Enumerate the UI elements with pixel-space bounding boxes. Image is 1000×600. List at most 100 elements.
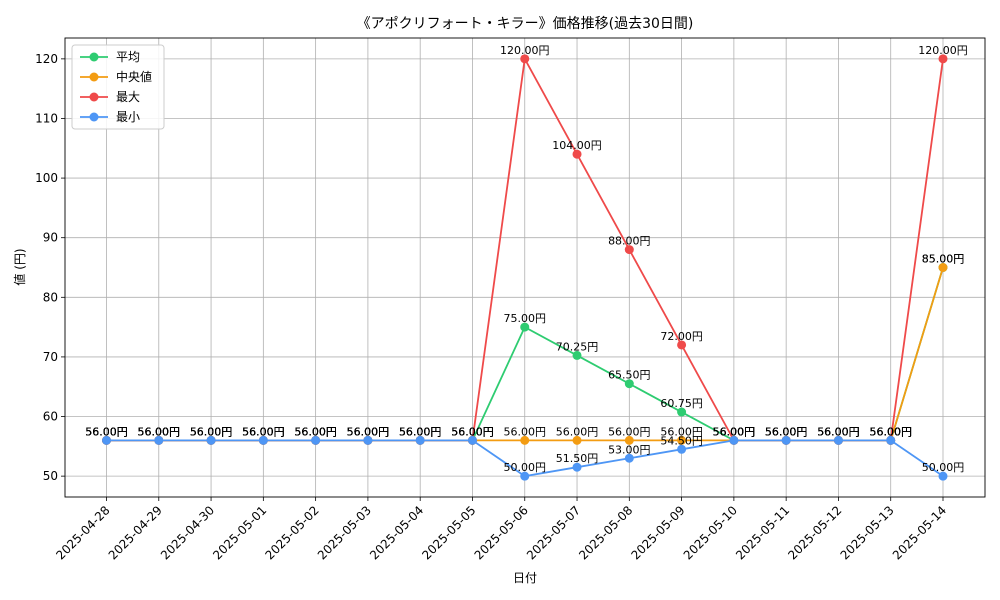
data-label: 56.00円 xyxy=(190,425,233,438)
y-tick-label: 80 xyxy=(43,290,58,304)
data-label: 56.00円 xyxy=(869,425,912,438)
data-label: 120.00円 xyxy=(918,44,968,57)
data-label: 56.00円 xyxy=(347,425,390,438)
data-label: 56.00円 xyxy=(869,425,912,438)
data-point xyxy=(833,435,843,445)
data-label: 56.00円 xyxy=(451,425,494,438)
data-label: 56.00円 xyxy=(765,425,808,438)
data-point xyxy=(154,435,164,445)
data-point xyxy=(258,435,268,445)
data-point xyxy=(624,245,634,255)
data-point xyxy=(572,149,582,159)
data-label: 56.00円 xyxy=(294,425,337,438)
x-tick-label: 2025-05-02 xyxy=(263,503,322,562)
data-label: 56.00円 xyxy=(399,425,442,438)
data-label: 85.00円 xyxy=(922,253,965,266)
data-label: 75.00円 xyxy=(504,312,547,325)
data-label: 56.00円 xyxy=(347,425,390,438)
data-label: 56.00円 xyxy=(399,425,442,438)
data-label: 56.00円 xyxy=(399,425,442,438)
data-label: 56.00円 xyxy=(85,425,128,438)
y-tick-label: 100 xyxy=(35,171,58,185)
data-label: 56.00円 xyxy=(765,425,808,438)
data-label: 56.00円 xyxy=(869,425,912,438)
data-label: 65.50円 xyxy=(608,369,651,382)
data-label: 56.00円 xyxy=(138,425,181,438)
x-tick-label: 2025-05-11 xyxy=(733,503,792,562)
data-label: 56.00円 xyxy=(451,425,494,438)
data-label: 56.00円 xyxy=(817,425,860,438)
x-tick-label: 2025-04-29 xyxy=(106,503,165,562)
data-label: 56.00円 xyxy=(190,425,233,438)
data-point xyxy=(102,435,111,445)
data-label: 104.00円 xyxy=(552,139,602,152)
data-label: 53.00円 xyxy=(608,443,651,456)
x-tick-label: 2025-05-10 xyxy=(681,503,740,562)
data-point xyxy=(572,435,582,445)
data-point xyxy=(938,263,948,272)
data-label: 88.00円 xyxy=(608,235,651,248)
x-tick-label: 2025-05-05 xyxy=(419,503,478,562)
x-axis-title: 日付 xyxy=(513,571,537,585)
data-label: 56.00円 xyxy=(713,425,756,438)
data-point xyxy=(729,435,739,445)
data-label: 56.00円 xyxy=(294,425,337,438)
data-label: 50.00円 xyxy=(504,461,547,474)
data-point xyxy=(938,471,948,481)
y-tick-label: 60 xyxy=(43,410,58,424)
data-label: 70.25円 xyxy=(556,340,599,353)
plot-frame xyxy=(64,37,986,498)
data-point xyxy=(624,435,634,445)
data-label: 56.00円 xyxy=(660,425,703,438)
data-label: 56.00円 xyxy=(556,425,599,438)
y-tick-label: 70 xyxy=(43,350,58,364)
data-point xyxy=(677,340,687,350)
data-point xyxy=(938,54,948,64)
data-point xyxy=(624,453,634,463)
data-point xyxy=(415,435,425,445)
data-point xyxy=(781,435,791,445)
data-label: 56.00円 xyxy=(138,425,181,438)
x-tick-label: 2025-05-03 xyxy=(315,503,374,562)
legend-label: 平均 xyxy=(116,50,140,64)
data-point xyxy=(467,435,477,445)
chart-title: 《アポクリフォート・キラー》価格推移(過去30日間) xyxy=(357,16,694,32)
data-label: 56.00円 xyxy=(242,425,285,438)
data-point xyxy=(363,435,373,445)
data-point xyxy=(677,444,687,454)
data-point xyxy=(624,379,634,389)
data-label: 56.00円 xyxy=(713,425,756,438)
data-label: 56.00円 xyxy=(817,425,860,438)
data-point xyxy=(886,435,896,445)
data-label: 56.00円 xyxy=(817,425,860,438)
data-label: 56.00円 xyxy=(85,425,128,438)
data-point xyxy=(520,471,530,481)
data-point xyxy=(572,462,582,472)
data-label: 56.00円 xyxy=(294,425,337,438)
data-label: 56.00円 xyxy=(294,425,337,438)
data-label: 56.00円 xyxy=(242,425,285,438)
data-label: 56.00円 xyxy=(190,425,233,438)
data-label: 56.00円 xyxy=(765,425,808,438)
data-label: 56.00円 xyxy=(85,425,128,438)
data-label: 56.00円 xyxy=(451,425,494,438)
data-label: 56.00円 xyxy=(504,425,547,438)
x-tick-label: 2025-05-14 xyxy=(890,503,949,562)
y-tick-label: 50 xyxy=(43,469,58,483)
legend-label: 中央値 xyxy=(116,69,152,84)
data-point xyxy=(677,407,687,417)
data-label: 56.00円 xyxy=(85,425,128,438)
data-label: 56.00円 xyxy=(347,425,390,438)
x-tick-label: 2025-05-01 xyxy=(210,503,269,562)
x-tick-label: 2025-04-30 xyxy=(158,503,217,562)
data-label: 56.00円 xyxy=(765,425,808,438)
legend-swatch-marker xyxy=(89,72,99,82)
x-tick-label: 2025-05-04 xyxy=(367,503,426,562)
data-label: 56.00円 xyxy=(451,425,494,438)
data-label: 56.00円 xyxy=(138,425,181,438)
data-point xyxy=(677,435,687,445)
y-tick-label: 90 xyxy=(43,231,58,245)
data-label: 51.50円 xyxy=(556,452,599,465)
data-label: 56.00円 xyxy=(190,425,233,438)
